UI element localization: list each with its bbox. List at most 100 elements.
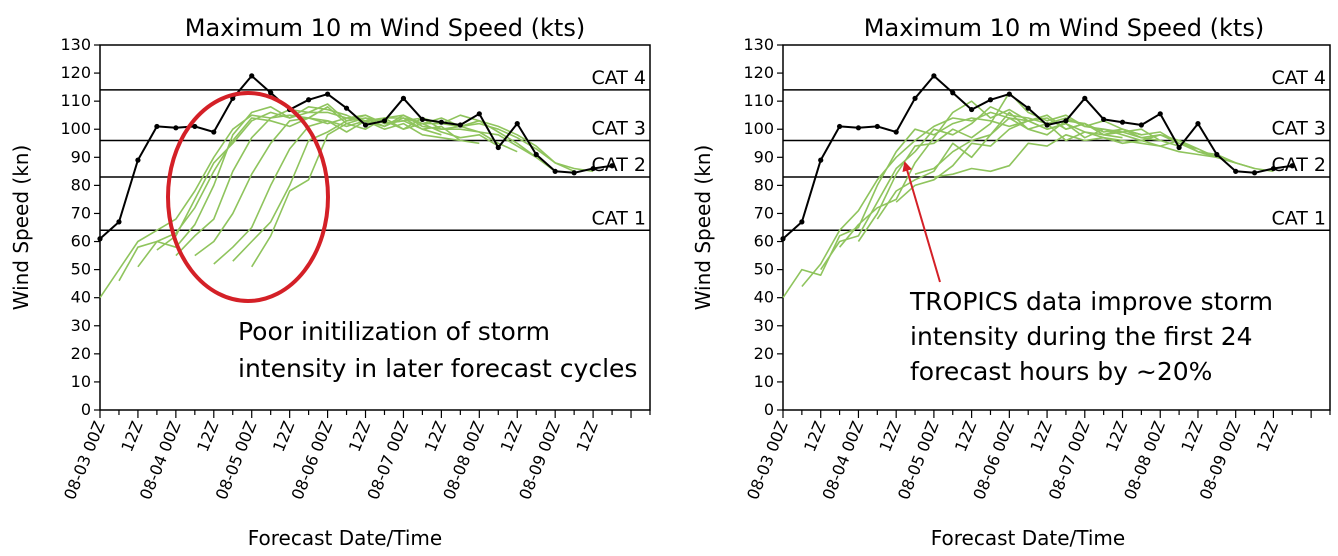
observed-point	[249, 73, 255, 79]
annotation-text: Poor initilization of storm	[238, 317, 550, 346]
x-tick-label: 12Z	[572, 418, 601, 454]
observed-point	[609, 163, 615, 169]
y-tick-label: 10	[754, 372, 774, 391]
y-tick-label: 50	[71, 260, 91, 279]
forecast-series-line	[213, 117, 556, 265]
observed-point	[211, 129, 217, 135]
annotation-text: intensity in later forecast cycles	[238, 354, 637, 383]
x-axis-label: Forecast Date/Time	[248, 526, 442, 550]
y-tick-label: 20	[71, 344, 91, 363]
y-tick-label: 70	[71, 203, 91, 222]
observed-point	[306, 97, 312, 103]
y-tick-label: 90	[754, 147, 774, 166]
observed-point	[1138, 122, 1144, 128]
forecast-series-line	[914, 117, 1255, 175]
y-tick-label: 90	[71, 147, 91, 166]
observed-point	[1006, 91, 1012, 97]
observed-point	[950, 90, 956, 96]
y-tick-label: 30	[71, 316, 91, 335]
observed-point	[818, 157, 824, 163]
observed-point	[400, 95, 407, 101]
y-tick-label: 60	[71, 232, 91, 251]
highlight-ellipse	[166, 91, 330, 303]
left-chart-panel: Maximum 10 m Wind Speed (kts) 0 10 20 30 40 50…	[9, 14, 651, 550]
y-tick-label: 110	[743, 91, 774, 110]
observed-point	[1251, 170, 1258, 176]
x-tick-label: 12Z	[117, 418, 146, 454]
plot-frame	[99, 44, 651, 411]
y-tick-label: 0	[81, 400, 91, 419]
observed-series-line	[782, 74, 1293, 240]
observed-point	[780, 236, 786, 242]
observed-point	[268, 90, 274, 96]
observed-point	[571, 170, 577, 176]
forecast-series-line	[895, 120, 1236, 203]
y-tick-label: 50	[754, 260, 774, 279]
observed-point	[590, 165, 596, 172]
category-label: CAT 4	[1271, 67, 1326, 89]
x-tick-label: 12Z	[876, 418, 905, 454]
annotation-text: forecast hours by ~20%	[910, 357, 1212, 386]
observed-point	[1289, 163, 1295, 169]
observed-point	[799, 219, 805, 225]
observed-point	[1082, 95, 1088, 101]
forecast-series-line	[782, 117, 1123, 299]
observed-point	[192, 123, 198, 130]
observed-point	[495, 144, 501, 151]
observed-point	[1101, 116, 1107, 123]
forecast-series-line	[857, 91, 1199, 242]
observed-point	[1044, 122, 1050, 128]
observed-point	[438, 119, 444, 125]
observed-point	[533, 151, 539, 158]
observed-series-line	[99, 74, 613, 240]
observed-point	[855, 125, 862, 131]
y-tick-label: 110	[60, 91, 91, 110]
y-tick-label: 10	[71, 372, 91, 391]
plot-frame	[782, 44, 1331, 411]
observed-point	[1157, 111, 1163, 117]
y-tick-label: 80	[71, 175, 91, 194]
observed-point	[893, 129, 899, 135]
x-tick-label: 12Z	[269, 418, 298, 454]
y-tick-label: 120	[60, 63, 91, 82]
observed-point	[1119, 119, 1126, 125]
forecast-series-line	[801, 111, 1142, 288]
observed-point	[912, 95, 918, 101]
observed-point	[1214, 151, 1220, 158]
right-chart-panel: Maximum 10 m Wind Speed (kts) 0 10 20 30 40 50…	[691, 14, 1331, 550]
observed-point	[457, 122, 463, 128]
observed-point	[1025, 105, 1031, 111]
x-tick-label: 12Z	[800, 418, 829, 454]
observed-point	[1270, 165, 1277, 172]
y-tick-label: 80	[754, 175, 774, 194]
x-tick-label: 08-03 00Z	[743, 418, 792, 502]
x-tick-label: 12Z	[193, 418, 222, 454]
observed-point	[1233, 168, 1239, 174]
forecast-series-line	[118, 117, 461, 282]
observed-point	[836, 123, 843, 130]
y-tick-label: 70	[754, 203, 774, 222]
chart-title: Maximum 10 m Wind Speed (kts)	[185, 14, 585, 42]
y-tick-label: 130	[60, 35, 91, 54]
forecast-series-line	[194, 106, 537, 257]
y-tick-label: 60	[754, 232, 774, 251]
annotation-text: TROPICS data improve storm	[909, 287, 1273, 316]
observed-point	[381, 118, 388, 124]
forecast-series-line	[232, 114, 575, 262]
annotation-text: intensity during the first 24	[910, 322, 1253, 351]
x-tick-label: 12Z	[421, 418, 450, 454]
observed-point	[514, 121, 520, 127]
y-tick-label: 0	[764, 400, 774, 419]
x-axis-label: Forecast Date/Time	[931, 526, 1125, 550]
observed-point	[476, 111, 482, 117]
forecast-series-line	[251, 114, 594, 268]
y-tick-label: 100	[743, 119, 774, 138]
y-tick-label: 100	[60, 119, 91, 138]
annotation-arrow	[902, 161, 941, 283]
x-tick-label: 08-03 00Z	[60, 418, 109, 502]
y-tick-label: 40	[754, 288, 774, 307]
observed-point	[154, 123, 160, 130]
category-label: CAT 1	[591, 207, 646, 229]
